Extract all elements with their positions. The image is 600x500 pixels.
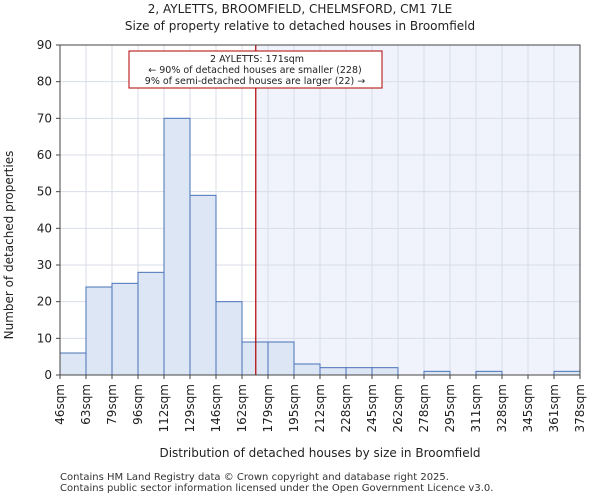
y-tick-label: 20	[37, 295, 52, 309]
bar	[267, 341, 295, 376]
bar	[85, 286, 113, 376]
x-tick-label: 212sqm	[313, 384, 327, 432]
y-tick-label: 50	[37, 185, 52, 199]
bar	[189, 194, 217, 376]
x-tick-label: 179sqm	[261, 384, 275, 432]
annotation-line-2: ← 90% of detached houses are smaller (22…	[148, 65, 361, 76]
annotation-line-3: 9% of semi-detached houses are larger (2…	[145, 76, 365, 87]
footer-copyright: Contains HM Land Registry data © Crown c…	[60, 472, 449, 483]
x-tick-label: 328sqm	[495, 384, 509, 432]
x-tick-label: 295sqm	[443, 384, 457, 432]
y-tick-label: 10	[37, 331, 52, 345]
annotation-line-1: 2 AYLETTS: 171sqm	[210, 54, 304, 65]
x-tick-label: 162sqm	[235, 384, 249, 432]
x-tick-label: 112sqm	[157, 384, 171, 432]
x-tick-label: 378sqm	[573, 384, 587, 432]
x-tick-label: 129sqm	[183, 384, 197, 432]
y-tick-label: 0	[44, 368, 52, 382]
bar	[137, 271, 165, 376]
bar	[163, 117, 191, 376]
bar	[241, 341, 269, 376]
bar	[293, 363, 321, 376]
bar	[111, 282, 139, 376]
bar	[215, 301, 243, 376]
x-tick-label: 262sqm	[391, 384, 405, 432]
footer-licence: Contains public sector information licen…	[60, 483, 494, 494]
x-tick-label: 311sqm	[469, 384, 483, 432]
x-tick-label: 63sqm	[79, 384, 93, 425]
y-tick-label: 40	[37, 221, 52, 235]
x-tick-label: 345sqm	[521, 384, 535, 432]
x-tick-label: 195sqm	[287, 384, 301, 432]
chart-subtitle: Size of property relative to detached ho…	[125, 19, 475, 33]
bar	[423, 370, 451, 376]
x-tick-label: 245sqm	[365, 384, 379, 432]
bar	[553, 370, 581, 376]
bar	[345, 367, 373, 376]
x-tick-label: 46sqm	[53, 384, 67, 425]
x-tick-label: 228sqm	[339, 384, 353, 432]
larger-region-shade	[255, 45, 580, 375]
y-axis-label: Number of detached properties	[2, 151, 16, 340]
x-tick-label: 79sqm	[105, 384, 119, 425]
y-tick-label: 70	[37, 111, 52, 125]
annotation-frame	[128, 50, 383, 89]
x-tick-label: 278sqm	[417, 384, 431, 432]
bar	[475, 370, 503, 376]
bar	[59, 352, 87, 376]
x-axis-label: Distribution of detached houses by size …	[159, 446, 480, 460]
x-tick-label: 146sqm	[209, 384, 223, 432]
chart-title: 2, AYLETTS, BROOMFIELD, CHELMSFORD, CM1 …	[148, 2, 453, 16]
bar	[319, 367, 347, 376]
y-tick-label: 30	[37, 258, 52, 272]
y-tick-label: 90	[37, 38, 52, 52]
x-tick-label: 361sqm	[547, 384, 561, 432]
y-tick-label: 60	[37, 148, 52, 162]
x-tick-label: 96sqm	[131, 384, 145, 425]
bar	[371, 367, 399, 376]
y-tick-label: 80	[37, 75, 52, 89]
annotation-box: 2 AYLETTS: 171sqm ← 90% of detached hous…	[128, 50, 383, 89]
